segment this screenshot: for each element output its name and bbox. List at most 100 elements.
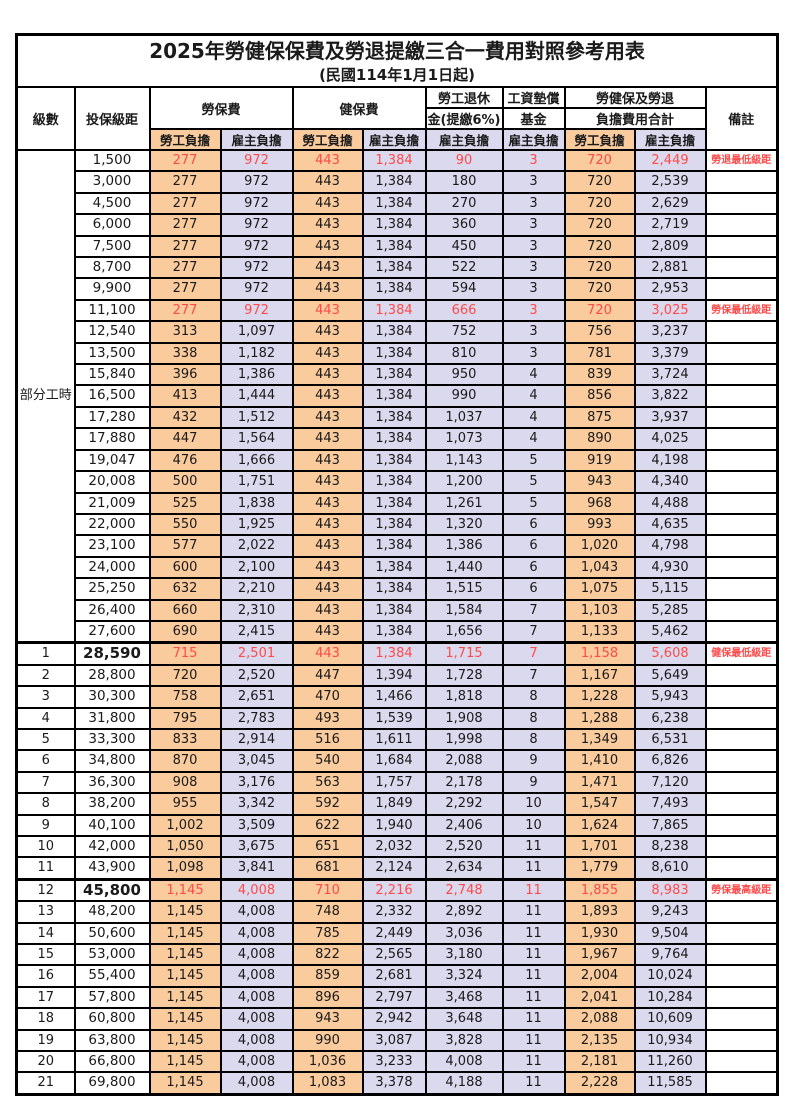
- cell-labor-employer: 3,841: [219, 856, 294, 881]
- cell-total-employer: 4,198: [633, 448, 707, 473]
- cell-total-employer: 8,610: [633, 856, 707, 881]
- cell-labor-employee: 277: [148, 256, 222, 280]
- cell-health-employee: 443: [291, 577, 364, 601]
- cell-labor-employer: 972: [219, 277, 294, 301]
- cell-total-employee: 720: [563, 298, 636, 323]
- cell-wage-fund-employer: 11: [501, 856, 566, 881]
- cell-wage-fund-employer: 11: [501, 964, 566, 988]
- cell-pension-employer: 1,728: [424, 663, 504, 688]
- cell-labor-employer: 4,008: [219, 964, 294, 988]
- cell-wage-fund-employer: 4: [501, 427, 566, 451]
- cell-total-employer: 2,953: [633, 277, 707, 301]
- table-row: 6 34,800 870 3,045 540 1,684 2,088 9 1,410 6,826: [15, 749, 779, 773]
- cell-remark: [704, 619, 779, 644]
- cell-total-employer: 4,635: [633, 512, 707, 537]
- cell-labor-employee: 476: [148, 448, 222, 473]
- cell-bracket: 21,009: [73, 491, 151, 515]
- cell-labor-employer: 1,666: [219, 448, 294, 473]
- cell-level: 6: [15, 749, 76, 773]
- cell-total-employee: 2,228: [563, 1071, 636, 1096]
- cell-bracket: 15,840: [73, 363, 151, 387]
- cell-level: 1: [15, 641, 76, 666]
- cell-pension-employer: 3,468: [424, 985, 504, 1010]
- cell-remark: [704, 727, 779, 752]
- cell-wage-fund-employer: 10: [501, 813, 566, 838]
- cell-remark: [704, 363, 779, 387]
- header-labor-employee-share: 勞工負擔: [148, 128, 222, 151]
- cell-remark: [704, 191, 779, 216]
- cell-health-employee: 443: [291, 234, 364, 259]
- cell-health-employee: 1,036: [291, 1050, 364, 1074]
- cell-pension-employer: 1,715: [424, 641, 504, 666]
- cell-labor-employer: 972: [219, 298, 294, 323]
- cell-remark: [704, 1050, 779, 1074]
- cell-labor-employee: 413: [148, 384, 222, 408]
- cell-labor-employer: 1,564: [219, 427, 294, 451]
- cell-pension-employer: 1,908: [424, 706, 504, 730]
- cell-health-employee: 443: [291, 448, 364, 473]
- cell-total-employer: 3,025: [633, 298, 707, 323]
- cell-labor-employer: 2,100: [219, 555, 294, 580]
- table-row: 17,880 447 1,564 443 1,384 1,073 4 890 4,025: [17, 427, 779, 451]
- cell-labor-employee: 550: [148, 512, 222, 537]
- cell-total-employer: 5,608: [633, 641, 707, 666]
- cell-total-employer: 2,629: [633, 191, 707, 216]
- cell-total-employee: 839: [563, 363, 636, 387]
- cell-remark: [704, 384, 779, 408]
- cell-labor-employee: 1,050: [148, 834, 222, 859]
- cell-pension-employer: 180: [424, 170, 504, 194]
- cell-bracket: 55,400: [73, 964, 151, 988]
- cell-labor-employee: 1,145: [148, 877, 222, 903]
- cell-bracket: 3,000: [73, 170, 151, 194]
- header-wage-fund-line1: 工資墊償: [501, 86, 566, 109]
- header-pension-line2: 金(提繳6%): [424, 107, 504, 130]
- table-row: 9 40,100 1,002 3,509 622 1,940 2,406 10 1,624 7,8…: [15, 813, 779, 838]
- cell-total-employer: 9,504: [633, 921, 707, 946]
- cell-level: 20: [15, 1050, 76, 1074]
- cell-bracket: 17,280: [73, 405, 151, 430]
- cell-level: 15: [15, 943, 76, 967]
- cell-pension-employer: 1,261: [424, 491, 504, 515]
- cell-bracket: 8,700: [73, 256, 151, 280]
- cell-labor-employee: 1,145: [148, 964, 222, 988]
- cell-wage-fund-employer: 11: [501, 900, 566, 924]
- cell-pension-employer: 1,818: [424, 685, 504, 709]
- cell-bracket: 22,000: [73, 512, 151, 537]
- cell-labor-employee: 1,098: [148, 856, 222, 881]
- cell-total-employer: 2,881: [633, 256, 707, 280]
- cell-health-employee: 443: [291, 213, 364, 237]
- cell-pension-employer: 2,634: [424, 856, 504, 881]
- cell-total-employee: 1,103: [563, 598, 636, 622]
- cell-pension-employer: 4,188: [424, 1071, 504, 1096]
- cell-total-employee: 2,004: [563, 964, 636, 988]
- cell-total-employee: 1,930: [563, 921, 636, 946]
- cell-pension-employer: 1,656: [424, 619, 504, 644]
- cell-health-employer: 1,394: [361, 663, 427, 688]
- header-total-line2: 負擔費用合計: [563, 107, 707, 130]
- cell-total-employee: 756: [563, 320, 636, 344]
- cell-wage-fund-employer: 7: [501, 663, 566, 688]
- cell-labor-employer: 972: [219, 256, 294, 280]
- cell-remark: [704, 448, 779, 473]
- cell-total-employee: 943: [563, 470, 636, 494]
- cell-total-employer: 10,609: [633, 1007, 707, 1031]
- cell-labor-employer: 2,651: [219, 685, 294, 709]
- cell-bracket: 57,800: [73, 985, 151, 1010]
- header-health-employer-share: 雇主負擔: [361, 128, 427, 151]
- cell-labor-employer: 3,176: [219, 770, 294, 795]
- cell-remark: [704, 985, 779, 1010]
- cell-health-employer: 2,332: [361, 900, 427, 924]
- cell-pension-employer: 1,037: [424, 405, 504, 430]
- table-row: 26,400 660 2,310 443 1,384 1,584 7 1,103 5,285: [17, 598, 779, 622]
- cell-wage-fund-employer: 3: [501, 213, 566, 237]
- cell-bracket: 34,800: [73, 749, 151, 773]
- cell-health-employee: 443: [291, 256, 364, 280]
- table-row: 3 30,300 758 2,651 470 1,466 1,818 8 1,228 5,943: [15, 685, 779, 709]
- cell-health-employee: 443: [291, 491, 364, 515]
- cell-wage-fund-employer: 5: [501, 491, 566, 515]
- cell-wage-fund-employer: 11: [501, 1028, 566, 1053]
- cell-remark: [704, 577, 779, 601]
- cell-total-employee: 720: [563, 213, 636, 237]
- cell-pension-employer: 2,178: [424, 770, 504, 795]
- cell-labor-employee: 690: [148, 619, 222, 644]
